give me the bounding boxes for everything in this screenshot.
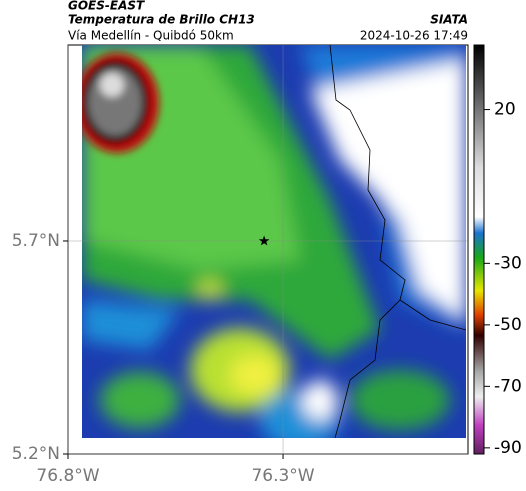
colorbar-tick-label: -30 bbox=[494, 253, 522, 273]
source: GOES-EAST bbox=[68, 0, 145, 13]
colorbar bbox=[473, 44, 485, 455]
colorbar-tick-label: -50 bbox=[494, 315, 522, 335]
colorbar-tick-label: -90 bbox=[494, 438, 522, 458]
colorbar-tick-label: -70 bbox=[494, 376, 522, 396]
title: Temperatura de Brillo CH13 bbox=[68, 13, 255, 27]
x-tick-label: 76.8°W bbox=[36, 466, 99, 486]
satellite-image bbox=[82, 45, 466, 438]
y-tick-label: 5.7°N bbox=[12, 231, 60, 251]
y-tick-label: 5.2°N bbox=[12, 444, 60, 464]
colorbar-tick-label: 20 bbox=[494, 100, 516, 120]
agency: SIATA bbox=[430, 13, 468, 27]
datetime: 2024-10-26 17:49 bbox=[360, 29, 468, 43]
location-marker bbox=[258, 235, 270, 246]
x-tick-label: 76.3°W bbox=[251, 466, 314, 486]
subtitle: Vía Medellín - Quibdó 50km bbox=[68, 29, 234, 43]
